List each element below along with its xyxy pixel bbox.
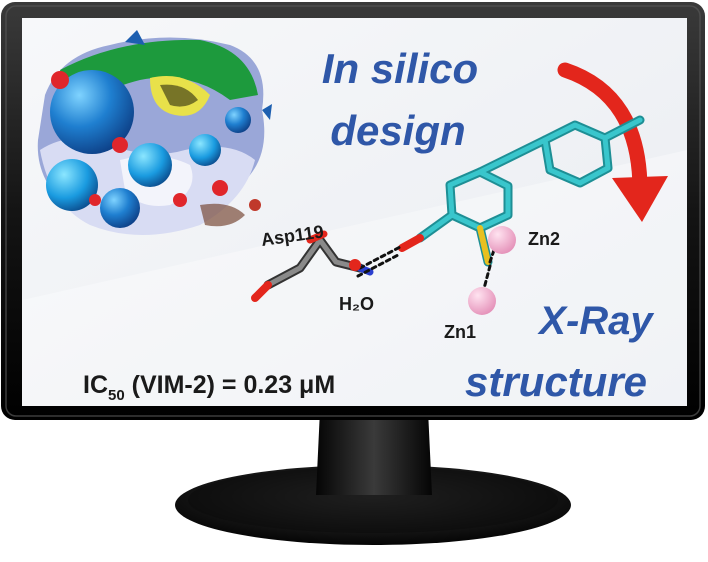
result-line-1: X-Ray [537, 299, 654, 343]
ic50-readout: IC50 (VIM-2) = 0.23 μM [83, 371, 335, 404]
monitor-stand [175, 410, 571, 545]
headline-line-2: design [330, 107, 465, 154]
zinc-ion-2 [488, 226, 516, 254]
monitor-neck [316, 410, 432, 495]
ligand-molecule [251, 115, 645, 302]
ic50-value: (VIM-2) = 0.23 μM [125, 371, 336, 399]
protein-surface-image [37, 30, 272, 235]
zinc-2-label: Zn2 [528, 229, 560, 249]
zinc-ion-1 [468, 287, 496, 315]
result-line-2: structure [465, 358, 647, 405]
water-label: H₂O [339, 294, 374, 314]
zinc-1-label: Zn1 [444, 322, 476, 342]
headline-line-1: In silico [322, 45, 478, 92]
ic50-subscript: 50 [108, 387, 125, 404]
ic50-prefix: IC [83, 371, 108, 399]
red-arrow-icon [557, 62, 668, 222]
